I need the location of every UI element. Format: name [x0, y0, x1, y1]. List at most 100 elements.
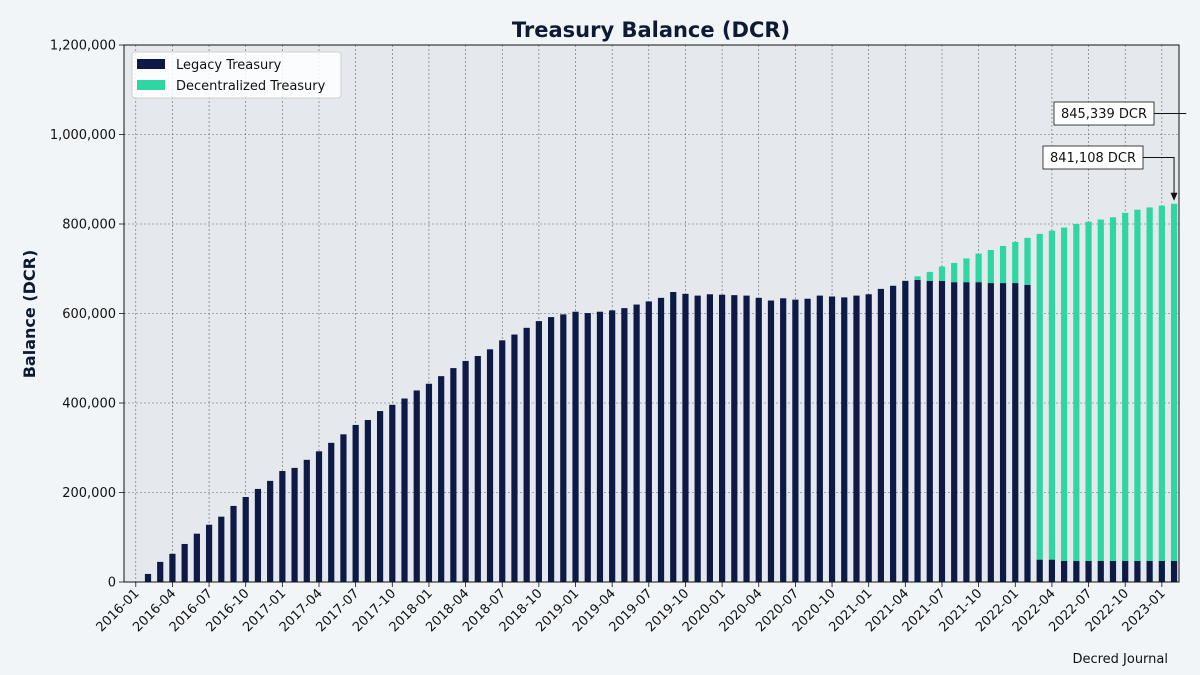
- bar-decentralized-treasury: [975, 253, 982, 283]
- y-tick-label: 1,000,000: [50, 128, 116, 143]
- bar-legacy-treasury: [1024, 284, 1031, 582]
- bar-legacy-treasury: [291, 467, 298, 582]
- bar-decentralized-treasury: [926, 271, 933, 281]
- bar-legacy-treasury: [1036, 559, 1043, 582]
- bar-legacy-treasury: [865, 294, 872, 582]
- legend-swatch: [137, 59, 165, 69]
- bar-legacy-treasury: [205, 524, 213, 582]
- bar-legacy-treasury: [609, 310, 616, 582]
- bar-decentralized-treasury: [1024, 237, 1031, 285]
- bar-legacy-treasury: [1134, 560, 1141, 582]
- bar-legacy-treasury: [877, 288, 884, 582]
- bar-legacy-treasury: [474, 356, 481, 582]
- bar-decentralized-treasury: [1170, 203, 1178, 561]
- bar-legacy-treasury: [1122, 560, 1129, 582]
- bar-legacy-treasury: [328, 442, 335, 582]
- annotation-arrowhead: [1170, 192, 1178, 201]
- legend-box: [131, 51, 342, 99]
- bar-legacy-treasury: [682, 293, 689, 582]
- bar-decentralized-treasury: [951, 262, 958, 283]
- bar-legacy-treasury: [511, 334, 518, 582]
- bar-legacy-treasury: [254, 488, 262, 582]
- bar-legacy-treasury: [450, 368, 457, 582]
- bar-legacy-treasury: [963, 282, 970, 582]
- bar-decentralized-treasury: [1012, 241, 1019, 284]
- bar-legacy-treasury: [645, 301, 652, 582]
- bar-legacy-treasury: [315, 451, 323, 582]
- bar-legacy-treasury: [499, 340, 506, 582]
- chart-title: Treasury Balance (DCR): [512, 18, 790, 42]
- bar-legacy-treasury: [523, 327, 530, 582]
- y-tick-label: 600,000: [62, 307, 116, 322]
- bar-legacy-treasury: [999, 283, 1007, 582]
- bar-legacy-treasury: [181, 543, 188, 582]
- bar-legacy-treasury: [486, 349, 494, 582]
- legend-swatch: [137, 80, 165, 90]
- bar-legacy-treasury: [364, 420, 371, 582]
- bar-legacy-treasury: [462, 360, 469, 582]
- bar-legacy-treasury: [938, 280, 946, 582]
- credit-label: Decred Journal: [1072, 652, 1168, 667]
- bar-legacy-treasury: [218, 516, 225, 582]
- bar-legacy-treasury: [780, 298, 787, 582]
- y-tick-label: 1,200,000: [50, 39, 116, 54]
- bar-legacy-treasury: [743, 295, 750, 582]
- bar-legacy-treasury: [560, 314, 567, 582]
- bar-decentralized-treasury: [963, 258, 970, 283]
- bar-legacy-treasury: [914, 279, 921, 582]
- bar-legacy-treasury: [267, 480, 274, 582]
- bar-legacy-treasury: [1158, 560, 1165, 582]
- bar-legacy-treasury: [890, 285, 897, 582]
- y-axis-label: Balance (DCR): [20, 250, 39, 379]
- bar-legacy-treasury: [1048, 559, 1056, 582]
- bar-legacy-treasury: [413, 390, 420, 582]
- bar-legacy-treasury: [157, 561, 164, 582]
- bar-legacy-treasury: [633, 304, 640, 582]
- bar-legacy-treasury: [1097, 560, 1104, 582]
- bar-decentralized-treasury: [914, 276, 921, 280]
- bar-legacy-treasury: [755, 297, 762, 582]
- bar-decentralized-treasury: [1097, 219, 1104, 561]
- bar-legacy-treasury: [144, 573, 152, 582]
- bar-legacy-treasury: [987, 283, 994, 582]
- y-tick-label: 800,000: [62, 218, 116, 233]
- bar-legacy-treasury: [230, 505, 237, 582]
- bar-legacy-treasury: [731, 295, 738, 582]
- bar-legacy-treasury: [657, 297, 665, 582]
- bar-legacy-treasury: [389, 404, 396, 582]
- bar-legacy-treasury: [670, 292, 677, 582]
- bar-legacy-treasury: [547, 317, 555, 582]
- bar-decentralized-treasury: [1146, 207, 1153, 561]
- legend-label: Legacy Treasury: [176, 58, 282, 73]
- bar-legacy-treasury: [1109, 560, 1117, 582]
- bar-legacy-treasury: [841, 297, 848, 582]
- bar-decentralized-treasury: [1134, 209, 1141, 561]
- bar-decentralized-treasury: [938, 266, 946, 281]
- bar-legacy-treasury: [340, 434, 347, 582]
- y-tick-label: 400,000: [62, 397, 116, 412]
- bar-legacy-treasury: [193, 533, 200, 582]
- bar-legacy-treasury: [804, 298, 811, 582]
- bar-decentralized-treasury: [1036, 233, 1043, 560]
- legend-label: Decentralized Treasury: [176, 79, 326, 94]
- annotation-label: 841,108 DCR: [1050, 151, 1136, 166]
- bar-decentralized-treasury: [987, 249, 994, 284]
- bar-legacy-treasury: [1073, 560, 1080, 582]
- bar-decentralized-treasury: [1085, 221, 1092, 561]
- bar-decentralized-treasury: [1048, 230, 1056, 560]
- y-tick-label: 200,000: [62, 486, 116, 501]
- bar-legacy-treasury: [792, 299, 799, 582]
- bar-legacy-treasury: [401, 398, 408, 582]
- bar-legacy-treasury: [376, 411, 384, 582]
- bar-legacy-treasury: [975, 282, 982, 582]
- bar-legacy-treasury: [169, 553, 176, 582]
- bar-legacy-treasury: [279, 471, 286, 582]
- bar-legacy-treasury: [303, 459, 310, 582]
- bar-legacy-treasury: [767, 300, 775, 582]
- bar-legacy-treasury: [828, 296, 836, 582]
- bar-legacy-treasury: [1085, 560, 1092, 582]
- bar-legacy-treasury: [816, 295, 823, 582]
- annotation-label: 845,339 DCR: [1061, 107, 1147, 122]
